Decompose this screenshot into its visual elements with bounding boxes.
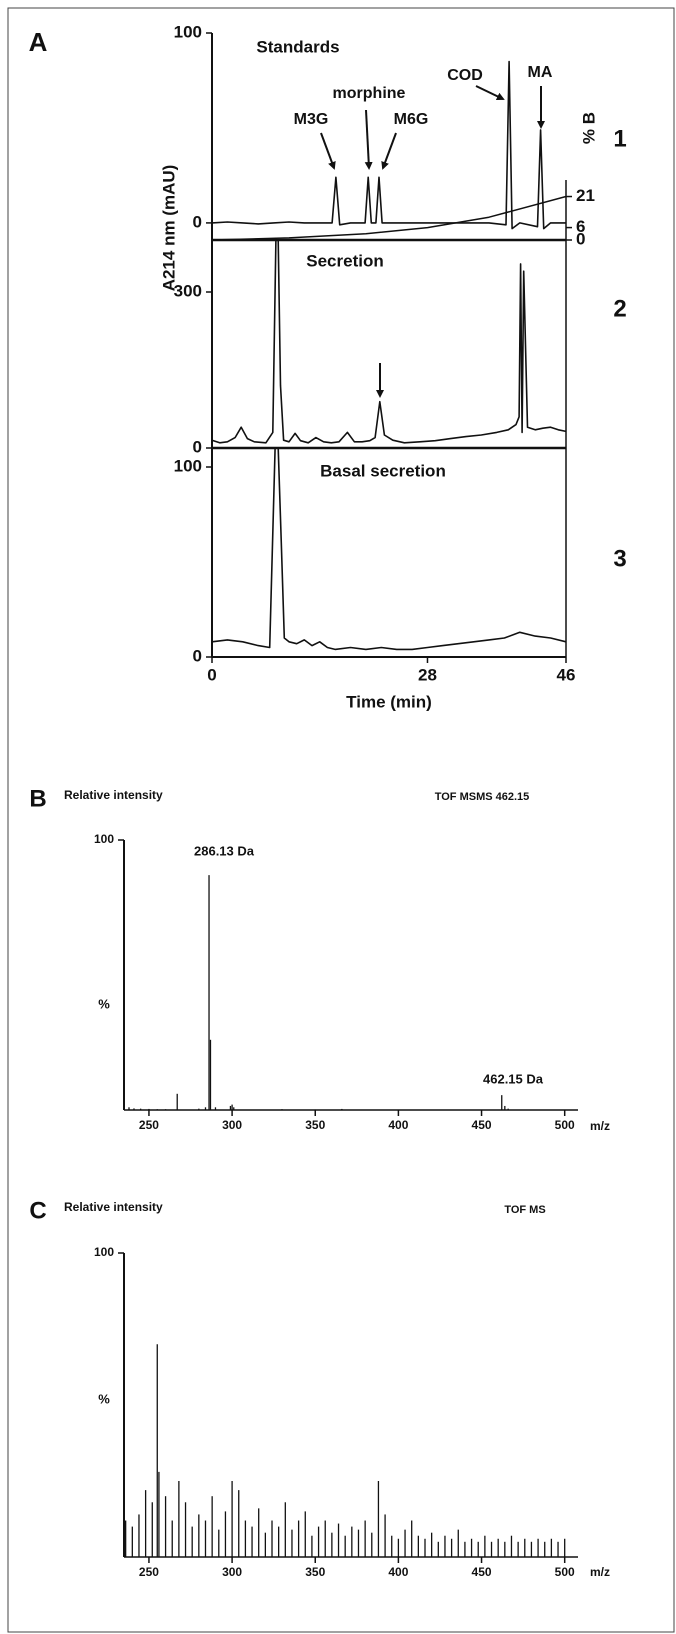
- arrow: [364, 109, 373, 170]
- x-tick-label: 350: [305, 1118, 325, 1132]
- annotation: 286.13 Da: [194, 843, 255, 858]
- x-tick-label: 450: [472, 1118, 492, 1132]
- y-tick-label: 0: [193, 646, 202, 665]
- panel: A: [29, 27, 48, 57]
- x-tick-label: 300: [222, 1118, 242, 1132]
- y-tick-label: 0: [193, 437, 202, 456]
- ylabel: %: [98, 1391, 110, 1406]
- y-tick-label: 100: [174, 22, 202, 41]
- y-tick-label: 100: [174, 456, 202, 475]
- x-tick-label: 450: [472, 1565, 492, 1579]
- x-tick-label: 28: [418, 665, 437, 684]
- trace: [211, 239, 567, 444]
- x-tick-label: 250: [139, 1118, 159, 1132]
- title: TOF MSMS 462.15: [435, 791, 530, 803]
- x-tick-label: 0: [207, 665, 216, 684]
- y2-tick-label: 0: [576, 229, 585, 248]
- title: Secretion: [306, 251, 383, 270]
- y2-tick-label: 6: [576, 217, 585, 236]
- x-tick-label: 400: [388, 1118, 408, 1132]
- x-tick-label: 400: [388, 1565, 408, 1579]
- x-tick-label: 300: [222, 1565, 242, 1579]
- gradient-line: [211, 195, 567, 241]
- xlabel: m/z: [590, 1119, 610, 1133]
- y-tick-label: 0: [193, 212, 202, 231]
- y-tick-label: 300: [174, 281, 202, 300]
- annotation: MA: [528, 64, 553, 81]
- x-tick-label: 46: [557, 665, 576, 684]
- frame: [7, 7, 675, 1633]
- xlabel: m/z: [590, 1565, 610, 1579]
- panel-number: 1: [613, 125, 626, 152]
- annotation: morphine: [333, 85, 406, 102]
- trace: [211, 60, 566, 230]
- panel-number: 2: [613, 295, 626, 322]
- title: Standards: [256, 37, 339, 56]
- annotation: M6G: [394, 111, 429, 128]
- ylabel: %: [98, 996, 110, 1011]
- ytitle: Relative intensity: [64, 1200, 163, 1214]
- trace: [211, 447, 567, 651]
- annotation: COD: [447, 67, 483, 84]
- y2label: % B: [579, 112, 598, 144]
- y-tick-label: 100: [94, 1245, 114, 1259]
- ytitle: Relative intensity: [64, 788, 163, 802]
- xlabel: Time (min): [346, 692, 432, 711]
- x-tick-label: 500: [555, 1118, 575, 1132]
- x-tick-label: 500: [555, 1565, 575, 1579]
- title: TOF MS: [504, 1204, 545, 1216]
- annotation: 462.15 Da: [483, 1071, 544, 1086]
- y-tick-label: 100: [94, 832, 114, 846]
- panel: B: [29, 785, 46, 812]
- title: Basal secretion: [320, 461, 446, 480]
- panel: C: [29, 1197, 46, 1224]
- arrow: [381, 132, 397, 170]
- panel-number: 3: [613, 545, 626, 572]
- ylabel: A214 nm (mAU): [159, 165, 178, 292]
- arrow: [475, 85, 505, 101]
- y2-tick-label: 21: [576, 186, 595, 205]
- annotation: M3G: [294, 111, 329, 128]
- x-tick-label: 250: [139, 1565, 159, 1579]
- x-tick-label: 350: [305, 1565, 325, 1579]
- arrow: [320, 132, 336, 170]
